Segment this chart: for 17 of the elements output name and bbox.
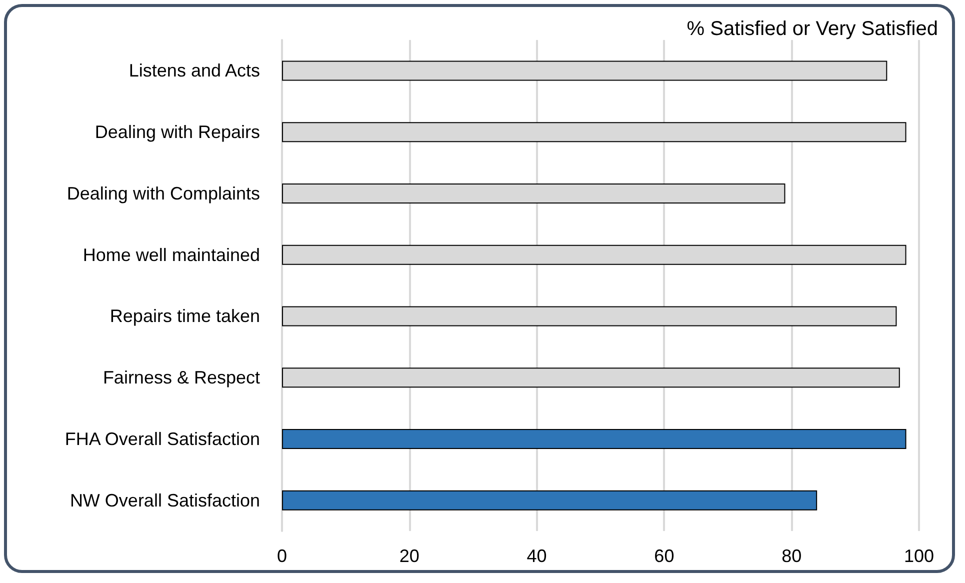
- chart-title: % Satisfied or Very Satisfied: [686, 18, 938, 40]
- x-tick-label: 20: [399, 546, 420, 566]
- y-tick-label: FHA Overall Satisfaction: [64, 428, 260, 449]
- y-tick-label: Repairs time taken: [110, 306, 260, 326]
- x-tick-label: 0: [276, 546, 288, 566]
- x-tick-label: 40: [526, 546, 547, 566]
- x-tick-label: 60: [654, 546, 674, 566]
- bar: [282, 428, 906, 449]
- bar: [282, 490, 818, 510]
- y-tick-label: NW Overall Satisfaction: [70, 490, 260, 510]
- x-tick-label: 80: [782, 546, 802, 566]
- x-tick-label: 100: [904, 546, 934, 566]
- y-tick-label: Home well maintained: [82, 244, 260, 265]
- y-tick-label: Dealing with Repairs: [94, 122, 260, 142]
- y-tick-label: Fairness & Respect: [102, 368, 260, 388]
- y-tick-label: Listens and Acts: [128, 60, 260, 81]
- y-tick-label: Dealing with Complaints: [66, 183, 260, 204]
